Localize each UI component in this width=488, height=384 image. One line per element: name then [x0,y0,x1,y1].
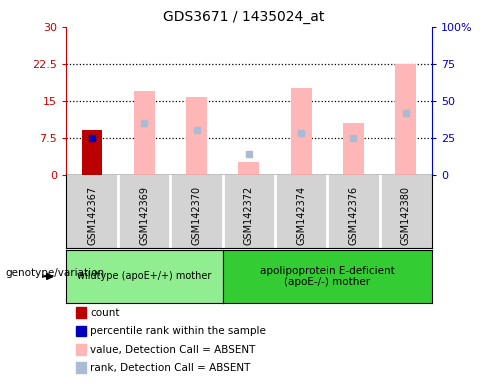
Text: GSM142376: GSM142376 [348,186,359,245]
Text: GSM142367: GSM142367 [87,186,97,245]
Text: count: count [90,308,120,318]
Bar [81,131,102,175]
Text: rank, Detection Call = ABSENT: rank, Detection Call = ABSENT [90,363,251,373]
Text: GSM142374: GSM142374 [296,186,306,245]
Bar [395,64,416,175]
Bar [343,123,364,175]
Text: GSM142372: GSM142372 [244,186,254,245]
Bar [239,162,259,175]
Text: GSM142380: GSM142380 [401,186,411,245]
Text: value, Detection Call = ABSENT: value, Detection Call = ABSENT [90,345,256,355]
Text: GDS3671 / 1435024_at: GDS3671 / 1435024_at [163,10,325,23]
Text: genotype/variation: genotype/variation [5,268,104,278]
Text: percentile rank within the sample: percentile rank within the sample [90,326,266,336]
Bar [134,91,155,175]
Text: apolipoprotein E-deficient
(apoE-/-) mother: apolipoprotein E-deficient (apoE-/-) mot… [260,266,395,287]
Bar [186,97,207,175]
Text: wildtype (apoE+/+) mother: wildtype (apoE+/+) mother [77,271,211,281]
Text: GSM142370: GSM142370 [192,186,202,245]
Text: GSM142369: GSM142369 [139,186,149,245]
Bar [291,88,312,175]
